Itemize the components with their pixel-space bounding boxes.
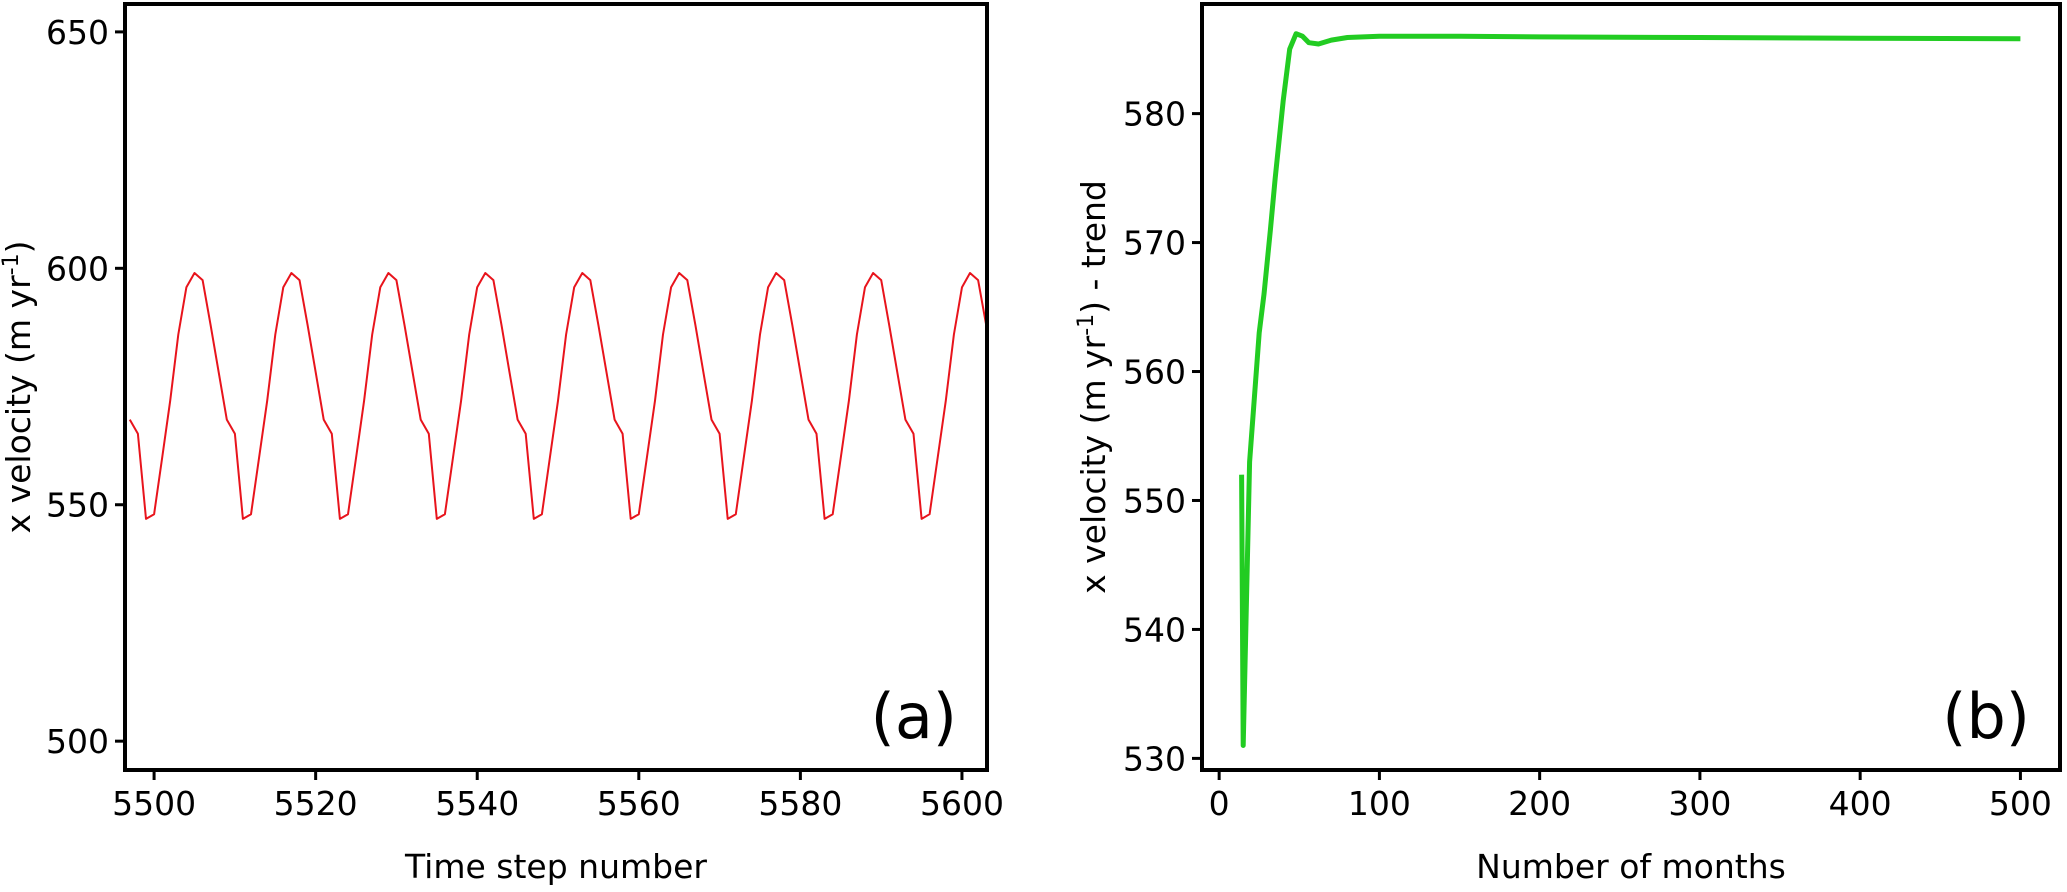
- plot-frame: [123, 2, 989, 772]
- x-tick-label: 300: [1668, 784, 1731, 823]
- x-tick-label: 5560: [597, 784, 681, 823]
- y-tick-label: 530: [1123, 739, 1186, 778]
- data-line: [128, 272, 987, 520]
- y-axis-label-part: ) - trend: [1074, 180, 1113, 314]
- x-tick-label: 5500: [112, 784, 196, 823]
- y-axis-label-part: ): [0, 241, 38, 254]
- y-axis-label-part: x velocity (m yr: [1074, 335, 1113, 594]
- x-tick-label: 100: [1348, 784, 1411, 823]
- y-tick-label: 650: [46, 13, 109, 52]
- y-axis-label-part: x velocity (m yr: [0, 275, 38, 534]
- x-tick-label: 400: [1829, 784, 1892, 823]
- y-tick-label: 540: [1123, 610, 1186, 649]
- x-tick-label: 500: [1989, 784, 2052, 823]
- panel-label: (a): [871, 680, 957, 753]
- x-tick-label: 5600: [920, 784, 1004, 823]
- y-axis-label-part: -1: [0, 253, 24, 275]
- y-tick-label: 560: [1123, 353, 1186, 392]
- y-tick-label: 580: [1123, 95, 1186, 134]
- panel-label: (b): [1942, 680, 2030, 753]
- x-tick-label: 5520: [274, 784, 358, 823]
- x-tick-label: 200: [1508, 784, 1571, 823]
- data-line: [1239, 31, 2021, 748]
- plot-frame: [1200, 2, 2062, 772]
- x-tick-label: 0: [1209, 784, 1230, 823]
- x-tick-label: 5540: [435, 784, 519, 823]
- y-tick-label: 550: [1123, 481, 1186, 520]
- y-axis-label: x velocity (m yr-1): [0, 241, 38, 534]
- x-tick-label: 5580: [758, 784, 842, 823]
- y-tick-label: 570: [1123, 224, 1186, 263]
- y-tick-label: 500: [46, 722, 109, 761]
- y-axis-label: x velocity (m yr-1) - trend: [1074, 180, 1113, 594]
- y-tick-label: 600: [46, 249, 109, 288]
- y-tick-label: 550: [46, 486, 109, 525]
- y-axis-label-part: -1: [1074, 314, 1099, 336]
- x-axis-label: Time step number: [404, 847, 707, 886]
- x-axis-label: Number of months: [1476, 847, 1786, 886]
